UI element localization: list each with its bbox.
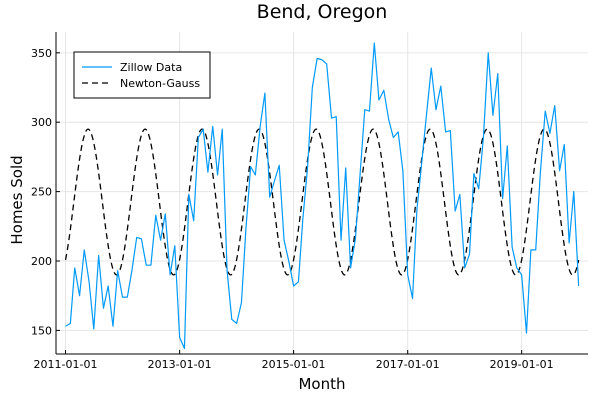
x-tick-label: 2011-01-01 bbox=[34, 358, 98, 371]
y-tick-label: 200 bbox=[31, 255, 52, 268]
y-tick-label: 350 bbox=[31, 47, 52, 60]
y-ticks: 150 200 250 300 350 bbox=[31, 47, 60, 337]
y-tick-label: 250 bbox=[31, 186, 52, 199]
legend: Zillow Data Newton-Gauss bbox=[73, 51, 211, 99]
series-line-newton-gauss bbox=[64, 128, 580, 276]
x-ticks: 2011-01-01 2013-01-01 2015-01-01 2017-01-01… bbox=[34, 350, 554, 371]
series-layer bbox=[64, 42, 580, 350]
axes bbox=[55, 32, 588, 355]
y-axis-label: Homes Sold bbox=[8, 155, 26, 244]
legend-label-zillow: Zillow Data bbox=[120, 61, 182, 74]
y-tick-label: 150 bbox=[31, 324, 52, 337]
y-tick-label: 300 bbox=[31, 116, 52, 129]
x-tick-label: 2013-01-01 bbox=[148, 358, 212, 371]
x-tick-label: 2019-01-01 bbox=[490, 358, 554, 371]
grid bbox=[56, 32, 588, 354]
x-axis-label: Month bbox=[298, 375, 345, 393]
x-tick-label: 2017-01-01 bbox=[376, 358, 440, 371]
chart-title: Bend, Oregon bbox=[257, 1, 388, 23]
legend-box bbox=[73, 51, 211, 99]
x-tick-label: 2015-01-01 bbox=[262, 358, 326, 371]
series-line-zillow-data bbox=[65, 42, 580, 350]
legend-label-newton-gauss: Newton-Gauss bbox=[120, 77, 200, 90]
